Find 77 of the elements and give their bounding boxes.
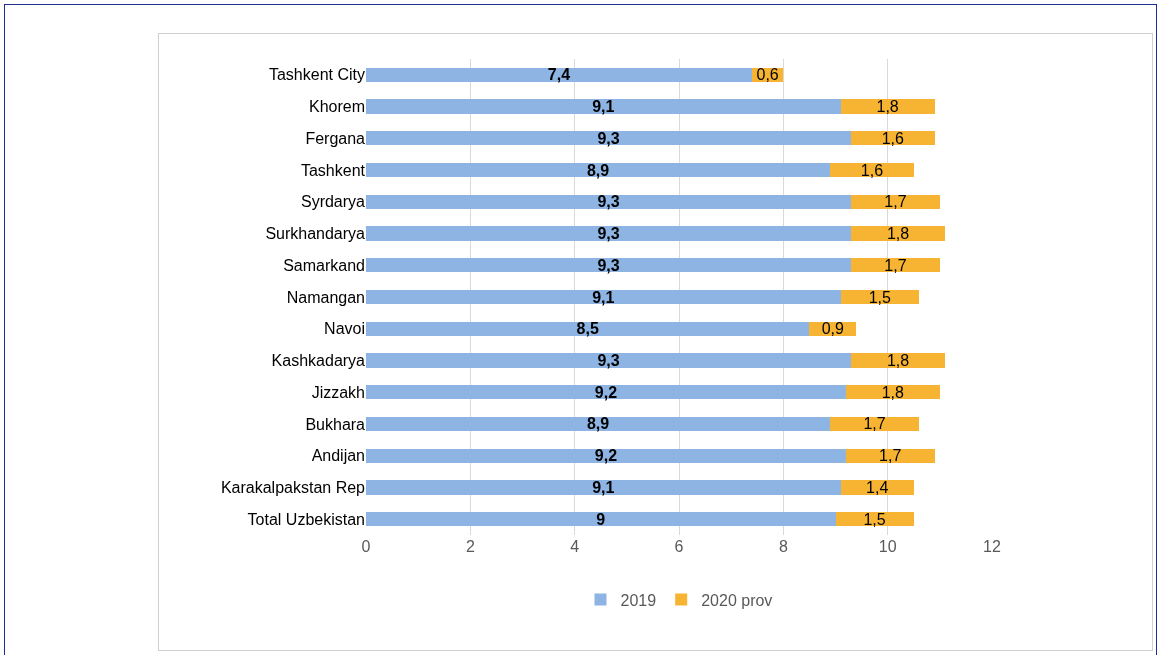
data-label: 7,4	[547, 66, 571, 84]
bar	[366, 321, 810, 336]
bar	[366, 99, 841, 114]
data-label: 9,1	[592, 288, 615, 306]
y-tick-label: Samarkand	[283, 256, 365, 274]
y-tick-label: Jizzakh	[311, 383, 365, 401]
data-label: 1,6	[860, 161, 884, 179]
data-label: 9	[596, 510, 606, 528]
bar	[366, 385, 846, 400]
bar	[851, 226, 946, 241]
y-tick-label: Karakalpakstan Rep	[220, 479, 366, 496]
bar	[366, 416, 831, 432]
data-label: 0,6	[756, 66, 779, 84]
x-tick-label: 10	[878, 538, 897, 555]
data-label: 9,1	[592, 478, 615, 496]
data-label: 1,8	[886, 225, 910, 243]
y-tick-label: Total Uzbekistan	[247, 510, 365, 528]
legend-label: 2019	[620, 591, 657, 609]
bar	[366, 480, 841, 495]
data-label: 8,9	[586, 415, 610, 433]
bar	[366, 353, 852, 368]
data-label: 1,7	[863, 415, 886, 433]
x-tick-label: 4	[570, 538, 580, 555]
bar	[840, 99, 935, 114]
bar	[366, 448, 846, 463]
data-label: 9,3	[597, 351, 620, 369]
y-tick-label: Syrdarya	[300, 193, 366, 211]
legend-label: 2020 prov	[701, 591, 773, 609]
bar	[366, 162, 831, 178]
data-label: 1,8	[881, 383, 905, 401]
bar	[840, 480, 914, 495]
bar	[830, 416, 919, 432]
data-label: 8,9	[586, 161, 610, 179]
bar	[366, 131, 852, 146]
x-tick-label: 8	[778, 538, 788, 555]
data-label: 9,2	[594, 447, 618, 465]
data-label: 1,7	[884, 193, 907, 211]
data-label: 9,1	[592, 98, 615, 116]
y-tick-label: Namangan	[286, 288, 365, 306]
bar	[366, 194, 852, 209]
bar	[366, 289, 841, 305]
bar	[851, 353, 946, 368]
bar	[851, 194, 940, 209]
bar	[366, 258, 852, 273]
y-tick-label: Surkhandarya	[265, 225, 366, 243]
data-label: 9,3	[597, 129, 620, 147]
bar	[366, 511, 836, 527]
data-label: 1,5	[868, 288, 892, 306]
data-label: 9,2	[594, 383, 618, 401]
data-label: 1,8	[876, 98, 899, 116]
data-label: 9,3	[597, 193, 620, 211]
bar	[845, 448, 935, 463]
data-label: 8,5	[576, 320, 599, 338]
data-label: 1,7	[879, 447, 902, 465]
bar	[851, 258, 940, 273]
data-label: 1,6	[881, 129, 905, 147]
y-tick-label: Navoi	[324, 320, 365, 338]
y-tick-label: Khorem	[308, 98, 365, 116]
x-tick-label: 12	[983, 538, 1001, 555]
bar	[366, 67, 753, 83]
data-label: 9,3	[597, 256, 620, 274]
y-tick-label: Tashkent City	[268, 66, 365, 84]
data-label: 1,4	[866, 478, 889, 496]
x-tick-label: 2	[465, 538, 475, 555]
data-label: 0,9	[821, 320, 845, 338]
y-tick-label: Kashkadarya	[271, 352, 366, 370]
y-tick-label: Andijan	[311, 447, 365, 465]
y-tick-label: Tashkent	[300, 161, 366, 179]
y-tick-label: Fergana	[305, 129, 366, 147]
bar	[366, 226, 852, 241]
data-label: 1,8	[886, 351, 910, 369]
data-label: 9,3	[597, 225, 620, 243]
x-tick-label: 6	[674, 538, 684, 555]
data-label: 1,5	[863, 510, 886, 528]
data-label: 1,7	[884, 256, 907, 274]
x-tick-label: 0	[361, 538, 371, 555]
y-tick-label: Bukhara	[305, 415, 366, 433]
